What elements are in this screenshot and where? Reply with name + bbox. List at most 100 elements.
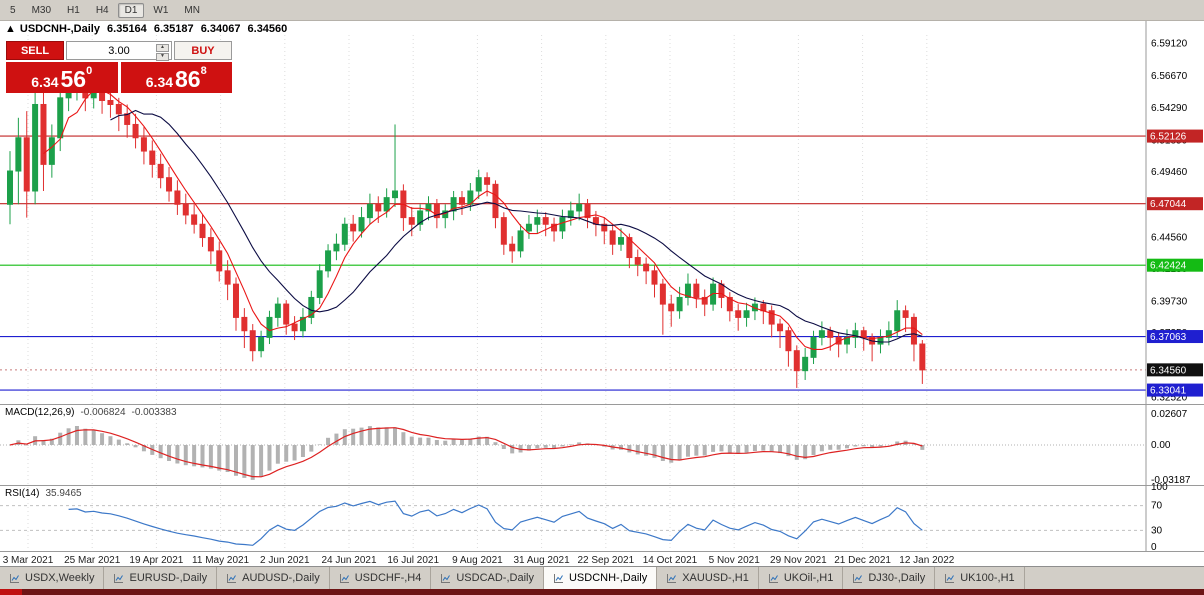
timeframe-button-m30[interactable]: M30 bbox=[31, 4, 52, 16]
one-click-trading-panel: SELL 3.00 ▲ ▼ BUY 6.34 56 0 6.34 bbox=[6, 41, 232, 93]
svg-text:22 Sep 2021: 22 Sep 2021 bbox=[577, 555, 634, 566]
timeframe-button-h4[interactable]: H4 bbox=[95, 4, 109, 16]
timeframe-toolbar: 5 M30 H1 H4 D1 W1 MN bbox=[0, 0, 1204, 21]
tab-chart-icon bbox=[339, 573, 350, 584]
svg-text:6.59120: 6.59120 bbox=[1151, 39, 1188, 50]
svg-text:6.54290: 6.54290 bbox=[1151, 103, 1188, 114]
tab-chart-icon bbox=[852, 573, 863, 584]
quote-high: 6.35187 bbox=[153, 23, 194, 35]
svg-text:6.52126: 6.52126 bbox=[1150, 132, 1187, 143]
chart-tab-usdchf-h4[interactable]: USDCHF-,H4 bbox=[330, 567, 432, 589]
macd-value-signal: -0.003383 bbox=[131, 407, 177, 418]
svg-text:21 Dec 2021: 21 Dec 2021 bbox=[834, 555, 891, 566]
volume-value: 3.00 bbox=[108, 44, 130, 57]
svg-text:24 Jun 2021: 24 Jun 2021 bbox=[321, 555, 376, 566]
chart-ohlc-header: ▲ USDCNH-,Daily 6.35164 6.35187 6.34067 6… bbox=[5, 23, 291, 35]
svg-text:6.37063: 6.37063 bbox=[1150, 332, 1187, 343]
volume-up-button[interactable]: ▲ bbox=[156, 44, 169, 52]
quote-open: 6.35164 bbox=[107, 23, 147, 35]
macd-label: MACD(12,26,9) bbox=[5, 407, 75, 418]
tab-chart-icon bbox=[944, 573, 955, 584]
svg-text:6.32520: 6.32520 bbox=[1151, 393, 1188, 404]
price-axis-badges: 6.52126 6.47044 6.42424 6.37063 6.33041 6.345… bbox=[1147, 129, 1203, 397]
candles-layer bbox=[7, 68, 926, 388]
buy-price-pipette: 8 bbox=[200, 65, 207, 77]
svg-text:2 Jun 2021: 2 Jun 2021 bbox=[260, 555, 310, 566]
taskbar-strip bbox=[0, 589, 1204, 595]
tab-chart-icon bbox=[768, 573, 779, 584]
tab-chart-icon bbox=[113, 573, 124, 584]
svg-text:5 Nov 2021: 5 Nov 2021 bbox=[709, 555, 761, 566]
tab-chart-icon bbox=[666, 573, 677, 584]
timeframe-button-w1[interactable]: W1 bbox=[153, 4, 169, 16]
svg-text:16 Jul 2021: 16 Jul 2021 bbox=[387, 555, 439, 566]
sell-price-pipette: 0 bbox=[86, 65, 93, 77]
chart-tabs-bar: USDX,Weekly EURUSD-,Daily AUDUSD-,Daily USD… bbox=[0, 566, 1204, 589]
svg-text:6.33041: 6.33041 bbox=[1150, 386, 1187, 397]
svg-text:31 Aug 2021: 31 Aug 2021 bbox=[514, 555, 571, 566]
timeframe-button-h1[interactable]: H1 bbox=[67, 4, 80, 16]
tab-label: UK100-,H1 bbox=[960, 572, 1015, 584]
chart-tab-usdx-weekly[interactable]: USDX,Weekly bbox=[0, 567, 105, 589]
timeframe-button-d1[interactable]: D1 bbox=[117, 2, 145, 18]
svg-text:6.39730: 6.39730 bbox=[1151, 297, 1188, 308]
sell-price-pips: 56 bbox=[60, 66, 87, 92]
svg-text:9 Aug 2021: 9 Aug 2021 bbox=[452, 555, 503, 566]
sell-button[interactable]: SELL bbox=[6, 41, 64, 60]
one-click-toggle-icon[interactable]: ▲ bbox=[5, 23, 16, 35]
svg-text:19 Apr 2021: 19 Apr 2021 bbox=[129, 555, 183, 566]
buy-price-base: 6.34 bbox=[145, 74, 174, 90]
macd-indicator-header: MACD(12,26,9) -0.006824 -0.003383 bbox=[5, 407, 177, 418]
svg-text:6.42424: 6.42424 bbox=[1150, 261, 1187, 272]
svg-text:3 Mar 2021: 3 Mar 2021 bbox=[3, 555, 54, 566]
svg-text:6.47044: 6.47044 bbox=[1150, 199, 1187, 210]
svg-text:6.34560: 6.34560 bbox=[1150, 365, 1187, 376]
tab-chart-icon bbox=[226, 573, 237, 584]
macd-value-main: -0.006824 bbox=[80, 407, 126, 418]
ma-slow-line bbox=[110, 109, 923, 343]
svg-text:30: 30 bbox=[1151, 525, 1163, 536]
tab-label: USDCHF-,H4 bbox=[354, 572, 422, 584]
volume-stepper[interactable]: 3.00 ▲ ▼ bbox=[66, 41, 172, 61]
chart-tab-uk100-h1[interactable]: UK100-,H1 bbox=[935, 567, 1025, 589]
level-badge bbox=[1147, 197, 1203, 211]
chart-tab-usdcad-daily[interactable]: USDCAD-,Daily bbox=[431, 567, 544, 589]
tab-label: UKOil-,H1 bbox=[783, 572, 834, 584]
tab-label: USDCAD-,Daily bbox=[456, 572, 534, 584]
svg-text:11 May 2021: 11 May 2021 bbox=[192, 555, 250, 566]
ma-fast-line bbox=[43, 89, 923, 350]
buy-button[interactable]: BUY bbox=[174, 41, 232, 60]
timeframe-button-mn[interactable]: MN bbox=[184, 4, 200, 16]
rsi-indicator-header: RSI(14) 35.9465 bbox=[5, 488, 82, 499]
sell-price-display[interactable]: 6.34 56 0 bbox=[6, 62, 118, 93]
level-badge bbox=[1147, 330, 1203, 344]
tab-label: AUDUSD-,Daily bbox=[242, 572, 320, 584]
price-chart-canvas[interactable]: 6.591206.566706.542906.518506.494606.470… bbox=[0, 21, 1204, 566]
chart-tab-xauusd-h1[interactable]: XAUUSD-,H1 bbox=[657, 567, 759, 589]
timeframe-button-5[interactable]: 5 bbox=[10, 4, 16, 16]
svg-text:0: 0 bbox=[1151, 542, 1157, 553]
chart-tab-usdcnh-daily[interactable]: USDCNH-,Daily bbox=[543, 567, 658, 589]
chart-tab-audusd-daily[interactable]: AUDUSD-,Daily bbox=[217, 567, 330, 589]
buy-price-display[interactable]: 6.34 86 8 bbox=[120, 62, 232, 93]
chart-tab-ukoil-h1[interactable]: UKOil-,H1 bbox=[759, 567, 844, 589]
svg-text:70: 70 bbox=[1151, 501, 1163, 512]
level-badge bbox=[1147, 258, 1203, 272]
quote-low: 6.34067 bbox=[200, 23, 241, 35]
chart-tab-dj30-daily[interactable]: DJ30-,Daily bbox=[843, 567, 936, 589]
chart-tab-eurusd-daily[interactable]: EURUSD-,Daily bbox=[104, 567, 218, 589]
horizontal-level-lines[interactable] bbox=[0, 135, 1146, 391]
svg-text:29 Nov 2021: 29 Nov 2021 bbox=[770, 555, 827, 566]
rsi-value: 35.9465 bbox=[45, 488, 82, 499]
level-badge bbox=[1147, 363, 1203, 377]
tab-chart-icon bbox=[9, 573, 20, 584]
quote-close: 6.34560 bbox=[247, 23, 288, 35]
taskbar-app-icon[interactable] bbox=[0, 589, 22, 595]
svg-text:6.49460: 6.49460 bbox=[1151, 167, 1188, 178]
volume-down-button[interactable]: ▼ bbox=[156, 53, 169, 61]
svg-text:25 Mar 2021: 25 Mar 2021 bbox=[64, 555, 121, 566]
tab-label: XAUUSD-,H1 bbox=[682, 572, 749, 584]
tab-label: DJ30-,Daily bbox=[868, 572, 926, 584]
macd-histogram bbox=[16, 426, 925, 480]
svg-text:12 Jan 2022: 12 Jan 2022 bbox=[899, 555, 954, 566]
